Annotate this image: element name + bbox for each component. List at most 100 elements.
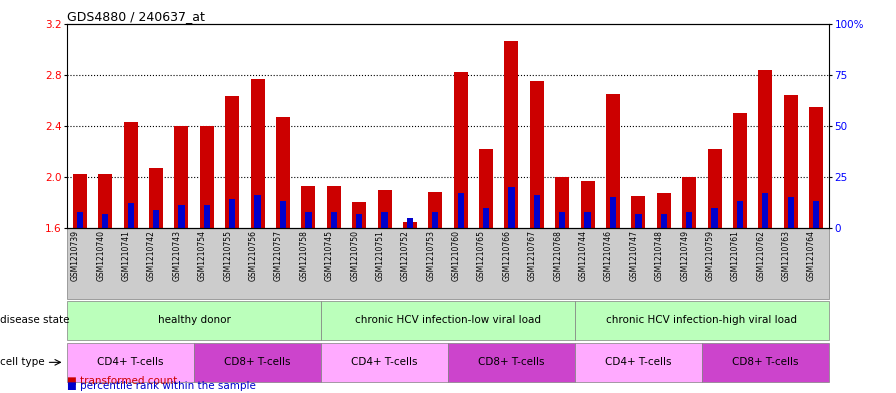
Text: GSM1210740: GSM1210740 — [96, 230, 106, 281]
Bar — [403, 222, 417, 228]
Text: CD4+ T-cells: CD4+ T-cells — [98, 357, 164, 367]
Bar — [175, 126, 188, 228]
Bar — [530, 81, 544, 228]
Bar — [657, 193, 671, 228]
Bar — [711, 208, 718, 228]
Bar — [99, 174, 112, 228]
Bar — [556, 177, 569, 228]
Text: GSM1210761: GSM1210761 — [731, 230, 740, 281]
Text: GSM1210741: GSM1210741 — [122, 230, 131, 281]
Bar — [504, 42, 519, 228]
Text: GSM1210755: GSM1210755 — [223, 230, 232, 281]
Text: disease state: disease state — [0, 315, 70, 325]
Bar — [682, 177, 696, 228]
Bar — [508, 187, 514, 228]
Bar — [483, 208, 489, 228]
Text: GSM1210753: GSM1210753 — [426, 230, 435, 281]
Bar — [584, 211, 590, 228]
Text: GSM1210762: GSM1210762 — [756, 230, 765, 281]
Bar — [331, 211, 337, 228]
Bar — [534, 195, 540, 228]
Bar — [632, 196, 645, 228]
Bar — [788, 197, 794, 228]
Bar — [127, 204, 134, 228]
Bar — [153, 209, 159, 228]
Text: GSM1210748: GSM1210748 — [655, 230, 664, 281]
Text: ■ transformed count: ■ transformed count — [67, 376, 177, 386]
Text: cell type: cell type — [0, 357, 45, 367]
Text: GSM1210768: GSM1210768 — [553, 230, 563, 281]
Bar — [407, 218, 413, 228]
Text: GSM1210745: GSM1210745 — [324, 230, 334, 281]
Bar — [200, 126, 214, 228]
Bar — [784, 95, 797, 228]
Bar — [251, 79, 264, 228]
Bar — [203, 206, 210, 228]
Text: GSM1210766: GSM1210766 — [503, 230, 512, 281]
Bar — [149, 168, 163, 228]
Bar — [581, 181, 595, 228]
Bar — [229, 199, 236, 228]
Text: GSM1210764: GSM1210764 — [807, 230, 816, 281]
Text: CD8+ T-cells: CD8+ T-cells — [224, 357, 291, 367]
Text: GSM1210749: GSM1210749 — [680, 230, 689, 281]
Bar — [254, 195, 261, 228]
Bar — [559, 211, 565, 228]
Bar — [377, 190, 392, 228]
Text: GSM1210750: GSM1210750 — [350, 230, 359, 281]
Text: GSM1210747: GSM1210747 — [629, 230, 638, 281]
Text: GSM1210763: GSM1210763 — [781, 230, 790, 281]
Bar — [635, 214, 642, 228]
Text: CD4+ T-cells: CD4+ T-cells — [351, 357, 418, 367]
Bar — [686, 211, 693, 228]
Text: GSM1210760: GSM1210760 — [452, 230, 461, 281]
Bar — [458, 193, 464, 228]
Text: GSM1210746: GSM1210746 — [604, 230, 613, 281]
Bar — [301, 186, 315, 228]
Bar — [306, 211, 312, 228]
Bar — [178, 206, 185, 228]
Bar — [428, 192, 443, 228]
Bar — [809, 107, 823, 228]
Bar — [280, 201, 286, 228]
Bar — [733, 113, 747, 228]
Bar — [813, 201, 819, 228]
Bar — [660, 214, 667, 228]
Bar — [356, 214, 362, 228]
Text: GSM1210757: GSM1210757 — [274, 230, 283, 281]
Bar — [758, 70, 772, 228]
Bar — [327, 186, 340, 228]
Text: healthy donor: healthy donor — [158, 315, 230, 325]
Bar — [606, 94, 620, 228]
Text: GDS4880 / 240637_at: GDS4880 / 240637_at — [67, 10, 205, 23]
Text: GSM1210752: GSM1210752 — [401, 230, 410, 281]
Bar — [77, 211, 83, 228]
Bar — [479, 149, 493, 228]
Text: GSM1210754: GSM1210754 — [198, 230, 207, 281]
Bar — [73, 174, 87, 228]
Text: GSM1210758: GSM1210758 — [299, 230, 308, 281]
Text: GSM1210744: GSM1210744 — [579, 230, 588, 281]
Text: ■ percentile rank within the sample: ■ percentile rank within the sample — [67, 381, 256, 391]
Bar — [102, 214, 108, 228]
Text: CD4+ T-cells: CD4+ T-cells — [605, 357, 672, 367]
Bar — [352, 202, 366, 228]
Text: GSM1210759: GSM1210759 — [705, 230, 715, 281]
Text: GSM1210767: GSM1210767 — [528, 230, 537, 281]
Text: GSM1210765: GSM1210765 — [477, 230, 487, 281]
Text: CD8+ T-cells: CD8+ T-cells — [732, 357, 798, 367]
Text: GSM1210751: GSM1210751 — [375, 230, 384, 281]
Text: GSM1210739: GSM1210739 — [71, 230, 80, 281]
Bar — [453, 72, 468, 228]
Bar — [124, 122, 138, 228]
Text: chronic HCV infection-high viral load: chronic HCV infection-high viral load — [607, 315, 797, 325]
Text: GSM1210743: GSM1210743 — [172, 230, 181, 281]
Text: GSM1210742: GSM1210742 — [147, 230, 156, 281]
Bar — [225, 96, 239, 228]
Bar — [432, 211, 438, 228]
Text: GSM1210756: GSM1210756 — [248, 230, 258, 281]
Bar — [737, 201, 743, 228]
Text: CD8+ T-cells: CD8+ T-cells — [478, 357, 545, 367]
Bar — [276, 117, 290, 228]
Text: chronic HCV infection-low viral load: chronic HCV infection-low viral load — [355, 315, 541, 325]
